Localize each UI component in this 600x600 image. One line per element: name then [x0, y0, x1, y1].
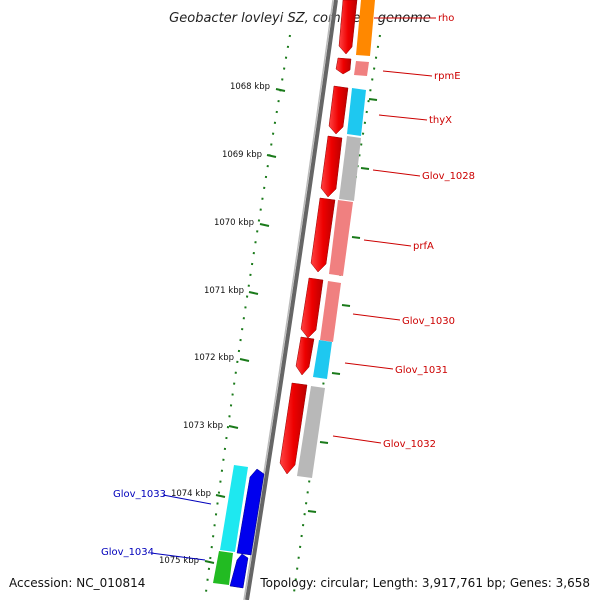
tick-mark	[259, 223, 270, 227]
gene-label-Glov_1030[interactable]: Glov_1030	[402, 316, 455, 327]
genome-backbone	[245, 0, 338, 600]
outer-tick-mark	[341, 304, 351, 307]
gene-feature-Glov_1034[interactable]	[213, 551, 233, 585]
tick-mark	[228, 425, 239, 429]
leader-line	[352, 313, 401, 321]
outer-tick-mark	[351, 236, 361, 239]
cds-arrow[interactable]	[310, 197, 336, 273]
gene-feature-prfA[interactable]	[329, 200, 353, 276]
leader-line	[372, 169, 421, 177]
outer-tick-mark	[331, 372, 341, 375]
leader-line	[332, 435, 382, 444]
tick-label: 1072 kbp	[194, 353, 234, 363]
cds-arrow[interactable]	[279, 382, 308, 475]
tick-label: 1070 kbp	[214, 218, 254, 228]
gene-label-rho[interactable]: rho	[438, 13, 454, 24]
outer-tick-mark	[368, 98, 378, 101]
cds-arrow[interactable]	[328, 85, 349, 135]
gene-feature-Glov_1030[interactable]	[320, 281, 341, 342]
reverse-cds-arrow[interactable]	[236, 468, 265, 556]
cds-arrow[interactable]	[335, 57, 352, 75]
inner-guide-arc	[204, 34, 291, 600]
gene-feature-Glov_1028[interactable]	[339, 136, 361, 201]
cds-arrow[interactable]	[295, 336, 315, 376]
leader-line	[382, 70, 433, 77]
forward-gene-track	[297, 0, 375, 478]
gene-feature-Glov_1031[interactable]	[313, 340, 332, 379]
gene-labels: rho rpmE thyX Glov_1028 prfA Glov_1030 G…	[101, 13, 475, 561]
cds-arrow[interactable]	[300, 277, 324, 339]
tick-label: 1074 kbp	[171, 489, 211, 499]
leader-line	[150, 552, 206, 561]
gene-label-Glov_1031[interactable]: Glov_1031	[395, 365, 448, 376]
gene-feature-rpmE[interactable]	[354, 61, 369, 76]
gene-feature-Glov_1033[interactable]	[220, 465, 248, 552]
gene-label-thyX[interactable]: thyX	[429, 115, 452, 126]
gene-feature-thyX[interactable]	[347, 88, 366, 136]
gene-label-Glov_1032[interactable]: Glov_1032	[383, 439, 436, 450]
gene-label-Glov_1034[interactable]: Glov_1034	[101, 547, 154, 558]
outer-tick-mark	[307, 510, 317, 513]
tick-mark	[204, 560, 215, 564]
outer-tick-mark	[319, 441, 329, 444]
gene-label-Glov_1033[interactable]: Glov_1033	[113, 489, 166, 500]
tick-mark	[215, 494, 226, 498]
leader-line	[363, 239, 412, 247]
tick-label: 1073 kbp	[183, 421, 223, 431]
leader-line	[344, 362, 394, 370]
gene-label-Glov_1028[interactable]: Glov_1028	[422, 171, 475, 182]
accession-text: Accession: NC_010814	[9, 576, 145, 590]
outer-ticks	[307, 98, 378, 513]
gene-label-prfA[interactable]: prfA	[413, 241, 434, 252]
tick-label: 1075 kbp	[159, 556, 199, 566]
tick-mark	[248, 291, 259, 295]
genome-summary-text: Topology: circular; Length: 3,917,761 bp…	[259, 576, 590, 590]
scale-ticks: 1068 kbp 1069 kbp 1070 kbp 1071 kbp 1072…	[159, 82, 286, 566]
tick-label: 1069 kbp	[222, 150, 262, 160]
cds-arrow[interactable]	[338, 0, 358, 55]
tick-mark	[266, 154, 277, 158]
leader-line	[378, 114, 428, 121]
reverse-cds-arrow[interactable]	[229, 553, 249, 589]
tick-label: 1071 kbp	[204, 286, 244, 296]
gene-label-rpmE[interactable]: rpmE	[434, 71, 461, 82]
tick-mark	[275, 88, 286, 92]
gene-feature-Glov_1032[interactable]	[297, 386, 325, 478]
forward-cds-track	[279, 0, 358, 475]
tick-label: 1068 kbp	[230, 82, 270, 92]
outer-tick-mark	[360, 167, 370, 170]
leader-line	[162, 494, 212, 505]
tick-mark	[239, 358, 250, 362]
reverse-gene-track	[213, 465, 265, 589]
gene-feature-rho[interactable]	[356, 0, 375, 56]
cds-arrow[interactable]	[320, 135, 343, 198]
